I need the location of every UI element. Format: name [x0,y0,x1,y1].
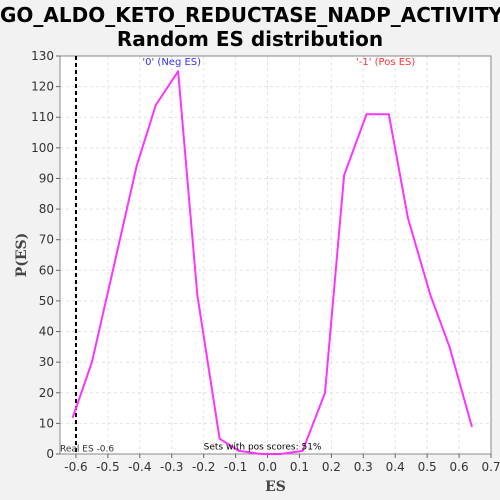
data-point [71,416,74,419]
pos-es-label: '-1' (Pos ES) [356,57,415,68]
data-point [196,294,199,296]
data-point [448,346,451,348]
real-es-label: Real ES -0.6 [60,445,114,455]
y-tick-label: 0 [46,447,54,461]
x-tick-label: 0.5 [418,460,437,474]
y-tick-label: 50 [39,294,54,308]
y-tick-label: 110 [31,110,54,124]
x-tick-label: -0.4 [128,460,151,474]
y-tick-label: 80 [39,202,54,216]
x-tick-label: 0.3 [354,460,373,474]
x-tick-label: -0.3 [160,460,183,474]
x-tick-label: 0.1 [290,460,309,474]
neg-es-label: '0' (Neg ES) [142,57,201,68]
data-point [407,217,409,220]
x-tick-label: -0.1 [224,460,247,474]
data-point [429,294,432,296]
plot-area [60,56,491,454]
y-tick-label: 100 [31,141,54,155]
data-point [324,391,326,394]
data-point [388,113,390,115]
data-point [471,425,473,428]
y-tick-label: 40 [39,325,54,339]
y-tick-label: 30 [39,355,54,369]
x-tick-label: -0.2 [192,460,215,474]
pos-scores-label: Sets with pos scores: 51% [204,442,322,452]
chart-title-line-1: GO_ALDO_KETO_REDUCTASE_NADP_ACTIVITY: [0,3,500,27]
y-axis-label: P(ES) [14,233,30,278]
x-tick-label: 0.4 [386,460,405,474]
chart-title-line-2: Random ES distribution [116,27,384,51]
x-tick-label: 0.7 [481,460,500,474]
x-tick-label: -0.6 [64,460,87,474]
x-tick-label: -0.5 [96,460,119,474]
y-tick-label: 60 [39,263,54,277]
data-point [260,453,262,455]
y-tick-label: 70 [39,233,54,247]
y-tick-label: 120 [31,80,54,94]
y-tick-label: 130 [31,49,54,63]
x-tick-label: 0.0 [258,460,277,474]
data-point [218,437,221,440]
x-tick-label: 0.2 [322,460,341,474]
y-tick-label: 90 [39,171,54,185]
data-point [365,113,368,115]
data-point [91,361,93,363]
x-axis-label: ES [265,479,286,495]
y-tick-label: 10 [39,416,54,430]
data-point [113,263,116,265]
data-point [154,104,157,106]
data-point [301,450,304,452]
data-point [343,174,345,177]
y-tick-label: 20 [39,386,54,400]
data-point [177,70,179,73]
data-point [279,453,282,455]
x-tick-label: 0.6 [450,460,469,474]
es-distribution-line [71,70,473,455]
data-point [135,165,138,168]
data-point [237,450,240,452]
